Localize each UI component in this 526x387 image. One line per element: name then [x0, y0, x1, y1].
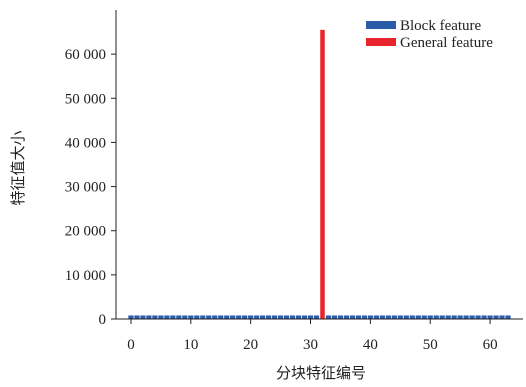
legend-label-block-feature: Block feature [400, 18, 482, 34]
block-feature-bar [248, 315, 254, 319]
x-tick-label: 60 [483, 337, 498, 353]
block-feature-bar [176, 315, 182, 319]
legend-label-general-feature: General feature [400, 35, 493, 51]
block-feature-bar [463, 315, 469, 319]
block-feature-bar [427, 315, 433, 319]
block-feature-bar [385, 315, 391, 319]
y-tick-label: 0 [99, 312, 107, 328]
block-feature-bar [152, 315, 158, 319]
block-feature-bar [367, 315, 373, 319]
x-tick-label: 30 [303, 337, 318, 353]
y-tick-label: 10 000 [65, 268, 106, 284]
x-axis-label: 分块特征编号 [276, 364, 366, 382]
block-feature-bar [170, 315, 176, 319]
block-feature-bar [254, 315, 260, 319]
block-feature-bar [325, 315, 332, 319]
block-feature-bar [295, 315, 302, 319]
block-feature-bar [355, 315, 361, 319]
block-feature-bar [289, 315, 296, 319]
block-feature-bar [134, 315, 140, 319]
x-tick-label: 10 [183, 337, 198, 353]
block-feature-bar [313, 315, 320, 319]
block-feature-bar [278, 315, 284, 319]
block-feature-bar [379, 315, 385, 319]
block-feature-bar [451, 315, 457, 319]
plot-area [128, 29, 511, 320]
block-feature-bar [373, 315, 379, 319]
block-feature-bar [403, 315, 409, 319]
block-feature-bar [188, 315, 194, 319]
block-feature-bar [469, 315, 475, 319]
block-feature-bar [391, 315, 397, 319]
x-tick-label: 0 [127, 337, 135, 353]
block-feature-bar [361, 315, 367, 319]
general-feature-bar [320, 29, 325, 320]
block-feature-bar [206, 315, 212, 319]
y-tick-label: 30 000 [65, 180, 106, 196]
block-feature-bar [499, 315, 505, 319]
y-tick-label: 20 000 [65, 224, 106, 240]
block-feature-bar [242, 315, 248, 319]
block-feature-bar [331, 315, 338, 319]
block-feature-bar [266, 315, 272, 319]
block-feature-bar [236, 315, 242, 319]
block-feature-bar [487, 315, 493, 319]
legend-swatch-block-feature [366, 21, 396, 29]
block-feature-bar [272, 315, 278, 319]
axes: 0 10 000 20 000 30 000 40 000 50 000 60 000 0 10… [65, 10, 523, 353]
block-feature-bar [164, 315, 170, 319]
block-feature-bar [194, 315, 200, 319]
legend-swatch-general-feature [366, 38, 396, 46]
block-feature-bar [433, 315, 439, 319]
block-feature-bar [212, 315, 218, 319]
block-feature-bar [421, 315, 427, 319]
block-feature-bar [140, 315, 146, 319]
block-feature-bar [505, 315, 511, 319]
block-feature-bar [493, 315, 499, 319]
block-feature-bar [445, 315, 451, 319]
y-tick-label: 60 000 [65, 47, 106, 63]
block-feature-bar [475, 315, 481, 319]
block-feature-bar [260, 315, 266, 319]
block-feature-bar [218, 315, 224, 319]
block-feature-bar [397, 315, 403, 319]
block-feature-bar [343, 315, 350, 319]
block-feature-bar [158, 315, 164, 319]
block-feature-bar [230, 315, 236, 319]
y-tick-label: 40 000 [65, 135, 106, 151]
block-feature-bar [337, 315, 344, 319]
x-tick-label: 50 [423, 337, 438, 353]
block-feature-bar [283, 315, 290, 319]
x-tick-label: 20 [243, 337, 258, 353]
block-feature-bar [200, 315, 206, 319]
block-feature-bar [349, 315, 356, 319]
block-feature-bar [301, 315, 308, 319]
block-feature-bar [307, 315, 314, 319]
block-feature-bar [224, 315, 230, 319]
block-feature-bar [128, 315, 134, 319]
block-feature-bar [415, 315, 421, 319]
x-tick-label: 40 [363, 337, 378, 353]
block-feature-bar [457, 315, 463, 319]
y-tick-label: 50 000 [65, 91, 106, 107]
y-axis-label: 特征值大小 [9, 130, 27, 205]
block-feature-bar [481, 315, 487, 319]
block-feature-bar [182, 315, 188, 319]
block-feature-bar [439, 315, 445, 319]
block-feature-bar [409, 315, 415, 319]
block-feature-bar [146, 315, 152, 319]
